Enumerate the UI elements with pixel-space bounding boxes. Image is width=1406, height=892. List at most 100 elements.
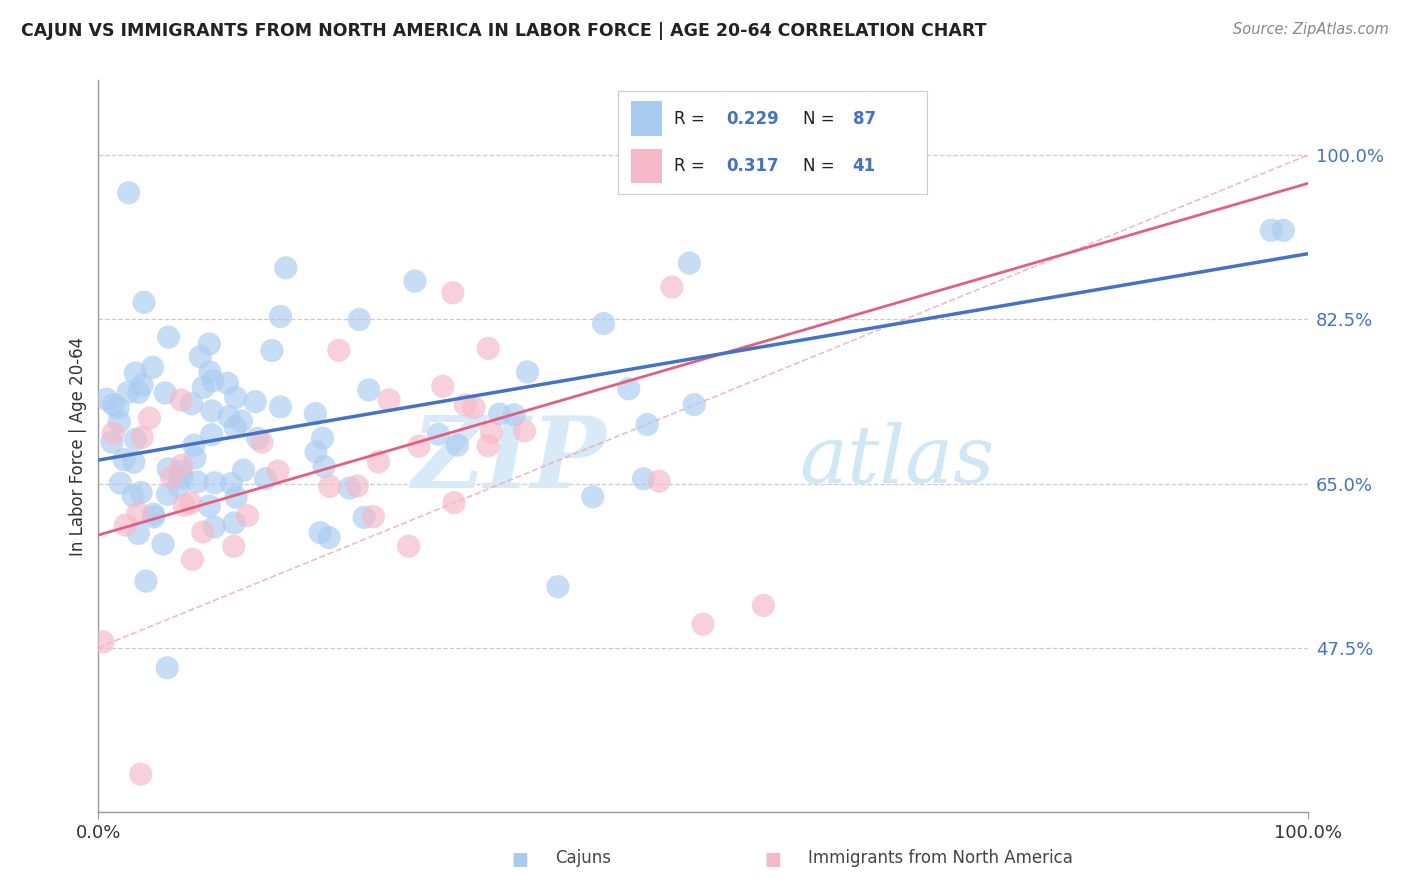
Point: [683, 175, 706, 189]
Point: [218, 409, 240, 424]
Point: [131, 430, 153, 444]
Point: [224, 516, 246, 530]
Point: [135, 574, 157, 588]
Point: [269, 400, 291, 414]
Point: [173, 499, 195, 513]
Point: [96, 392, 118, 407]
Point: [246, 431, 269, 445]
Point: [184, 450, 207, 465]
Point: [153, 386, 176, 401]
Point: [193, 380, 215, 394]
Point: [254, 472, 277, 486]
Point: [131, 378, 153, 392]
Point: [129, 767, 152, 781]
Point: [157, 461, 180, 475]
Point: [127, 526, 149, 541]
Point: [181, 552, 204, 566]
Point: [269, 310, 291, 324]
Point: [152, 537, 174, 551]
Point: [404, 274, 426, 288]
Point: [191, 524, 214, 539]
Point: [142, 360, 165, 375]
Point: [236, 508, 259, 523]
Point: [378, 392, 401, 407]
Point: [309, 525, 332, 540]
Point: [232, 463, 254, 477]
Point: [633, 472, 655, 486]
Point: [678, 256, 700, 270]
Point: [142, 507, 165, 521]
Point: [250, 435, 273, 450]
Point: [339, 481, 361, 495]
Point: [183, 438, 205, 452]
Point: [432, 379, 454, 393]
Point: [170, 458, 193, 473]
Text: Immigrants from North America: Immigrants from North America: [808, 849, 1073, 867]
Point: [170, 392, 193, 407]
Text: CAJUN VS IMMIGRANTS FROM NORTH AMERICA IN LABOR FORCE | AGE 20-64 CORRELATION CH: CAJUN VS IMMIGRANTS FROM NORTH AMERICA I…: [21, 22, 987, 40]
Point: [648, 474, 671, 488]
Point: [617, 382, 640, 396]
Point: [357, 383, 380, 397]
Point: [122, 489, 145, 503]
Point: [328, 343, 350, 358]
Point: [122, 455, 145, 469]
Point: [198, 365, 221, 379]
Point: [245, 394, 267, 409]
Point: [304, 407, 326, 421]
Point: [114, 518, 136, 533]
Point: [481, 425, 503, 439]
Point: [157, 330, 180, 344]
Point: [636, 417, 658, 432]
Point: [305, 445, 328, 459]
Point: [107, 401, 129, 415]
Y-axis label: In Labor Force | Age 20-64: In Labor Force | Age 20-64: [69, 336, 87, 556]
Point: [103, 426, 125, 441]
Point: [128, 385, 150, 400]
Point: [103, 398, 125, 412]
Point: [170, 464, 193, 478]
Point: [363, 509, 385, 524]
Point: [225, 491, 247, 505]
Point: [156, 487, 179, 501]
Point: [118, 186, 141, 200]
Point: [225, 391, 247, 405]
Point: [582, 490, 605, 504]
Point: [180, 496, 202, 510]
Point: [661, 280, 683, 294]
Point: [167, 479, 190, 493]
Point: [201, 374, 224, 388]
Text: ▪: ▪: [510, 844, 530, 872]
Point: [260, 343, 283, 358]
Point: [202, 520, 225, 534]
Point: [503, 408, 526, 422]
Point: [692, 617, 714, 632]
Point: [201, 404, 224, 418]
Point: [513, 424, 536, 438]
Point: [314, 459, 336, 474]
Point: [349, 312, 371, 326]
Point: [1260, 223, 1282, 237]
Point: [443, 495, 465, 509]
Point: [198, 499, 221, 513]
Point: [129, 485, 152, 500]
Point: [186, 475, 208, 489]
Point: [367, 455, 389, 469]
Point: [446, 438, 468, 452]
Point: [267, 464, 290, 478]
Point: [516, 365, 538, 379]
Point: [101, 435, 124, 450]
Point: [127, 506, 149, 520]
Point: [1272, 223, 1295, 237]
Point: [217, 376, 239, 391]
Point: [477, 342, 499, 356]
Text: ZIP: ZIP: [412, 412, 606, 508]
Point: [132, 295, 155, 310]
Point: [91, 635, 114, 649]
Point: [221, 476, 243, 491]
Text: Cajuns: Cajuns: [555, 849, 612, 867]
Text: Source: ZipAtlas.com: Source: ZipAtlas.com: [1233, 22, 1389, 37]
Point: [124, 366, 146, 380]
Point: [110, 476, 132, 491]
Text: ▪: ▪: [763, 844, 783, 872]
